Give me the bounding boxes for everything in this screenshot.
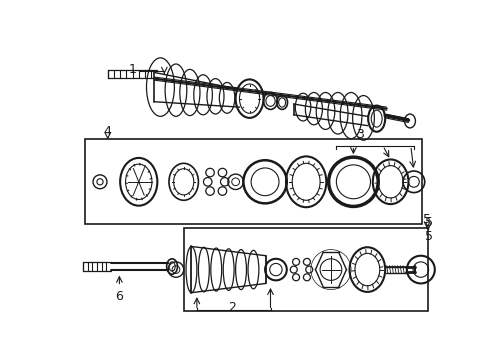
Text: 6: 6 [116, 289, 123, 303]
Text: 5: 5 [425, 216, 433, 229]
Text: 5: 5 [425, 230, 433, 243]
Text: 4: 4 [104, 125, 112, 138]
Text: 1: 1 [128, 63, 136, 76]
Bar [184, 228, 428, 311]
Text: 5: 5 [423, 213, 431, 226]
Text: 3: 3 [356, 128, 364, 141]
Text: 2: 2 [228, 301, 236, 314]
Bar [84, 139, 421, 224]
